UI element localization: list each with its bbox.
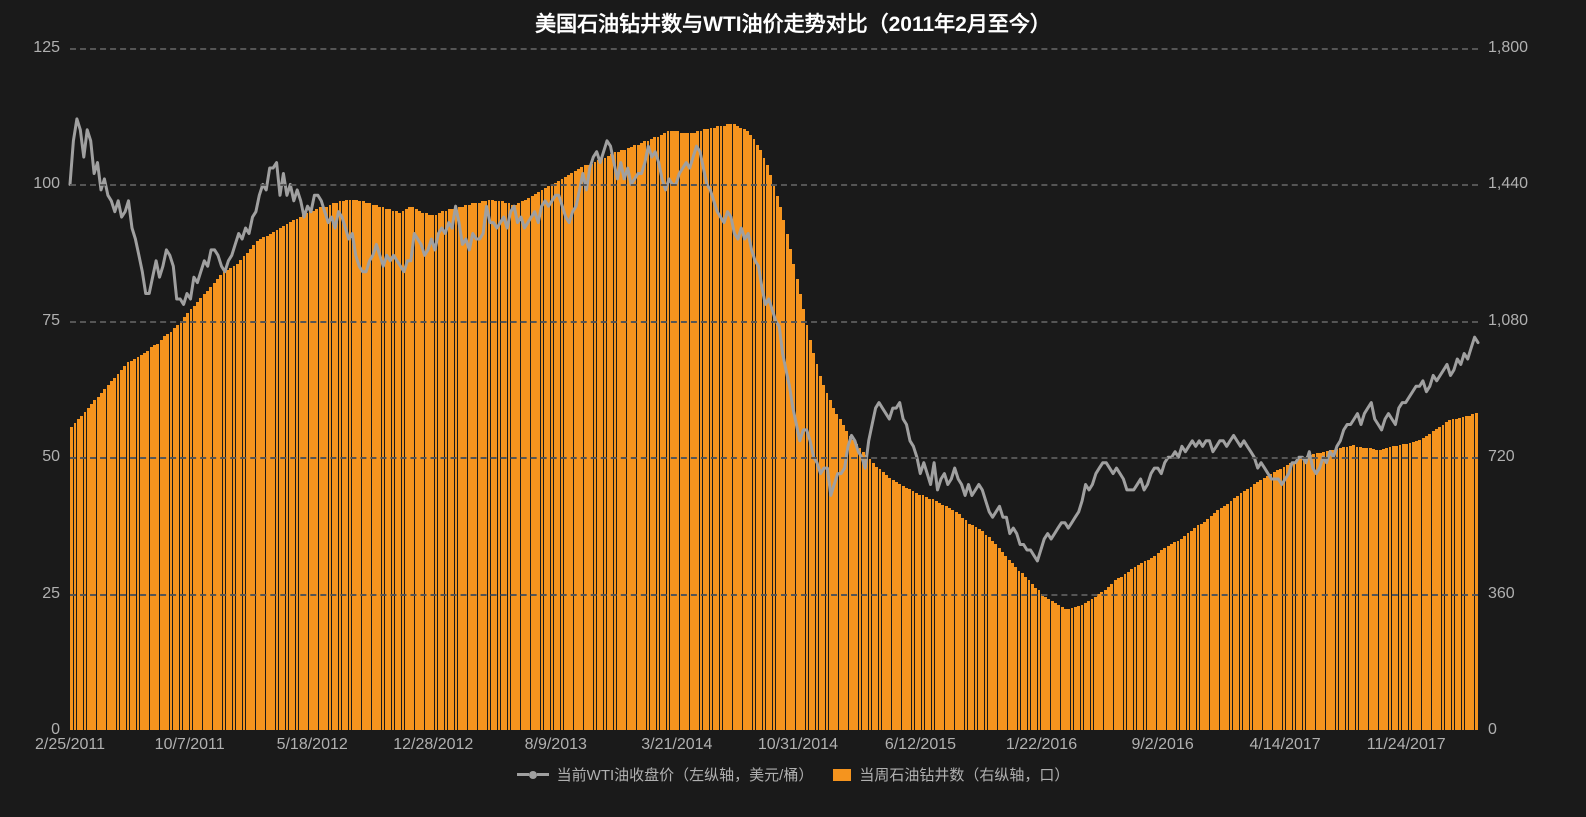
x-tick-label: 12/28/2012 — [393, 736, 473, 754]
x-tick-label: 6/12/2015 — [885, 736, 956, 754]
gridline — [70, 321, 1478, 323]
x-tick-label: 4/14/2017 — [1250, 736, 1321, 754]
gridline — [70, 48, 1478, 50]
x-tick-label: 10/31/2014 — [758, 736, 838, 754]
legend: 当前WTI油收盘价（左纵轴，美元/桶） 当周石油钻井数（右纵轴，口） — [0, 764, 1586, 785]
y-right-tick-label: 1,800 — [1488, 39, 1528, 57]
legend-bar-label: 当周石油钻井数（右纵轴，口） — [859, 764, 1069, 785]
gridline — [70, 457, 1478, 459]
line-series — [70, 48, 1478, 730]
chart-root: 美国石油钻井数与WTI油价走势对比（2011年2月至今） 当前WTI油收盘价（左… — [0, 0, 1586, 817]
x-tick-label: 2/25/2011 — [35, 736, 105, 754]
x-tick-label: 9/2/2016 — [1131, 736, 1193, 754]
legend-line-marker — [517, 771, 549, 779]
y-left-tick-label: 25 — [0, 585, 60, 603]
x-tick-label: 3/21/2014 — [641, 736, 712, 754]
legend-bar-swatch — [833, 769, 851, 781]
gridline — [70, 594, 1478, 596]
x-tick-label: 1/22/2016 — [1006, 736, 1077, 754]
legend-bar-item: 当周石油钻井数（右纵轴，口） — [833, 764, 1069, 785]
x-tick-label: 8/9/2013 — [525, 736, 587, 754]
y-right-tick-label: 1,080 — [1488, 312, 1528, 330]
gridline — [70, 184, 1478, 186]
y-right-tick-label: 360 — [1488, 585, 1515, 603]
chart-title: 美国石油钻井数与WTI油价走势对比（2011年2月至今） — [0, 8, 1586, 38]
y-left-tick-label: 125 — [0, 39, 60, 57]
x-tick-label: 10/7/2011 — [155, 736, 225, 754]
legend-line-label: 当前WTI油收盘价（左纵轴，美元/桶） — [557, 764, 814, 785]
y-right-tick-label: 1,440 — [1488, 175, 1528, 193]
y-left-tick-label: 50 — [0, 448, 60, 466]
y-left-tick-label: 100 — [0, 175, 60, 193]
y-left-tick-label: 75 — [0, 312, 60, 330]
x-tick-label: 5/18/2012 — [277, 736, 348, 754]
y-right-tick-label: 720 — [1488, 448, 1515, 466]
legend-line-item: 当前WTI油收盘价（左纵轴，美元/桶） — [517, 764, 814, 785]
plot-area — [70, 48, 1478, 730]
x-tick-label: 11/24/2017 — [1367, 736, 1446, 754]
y-right-tick-label: 0 — [1488, 721, 1497, 739]
